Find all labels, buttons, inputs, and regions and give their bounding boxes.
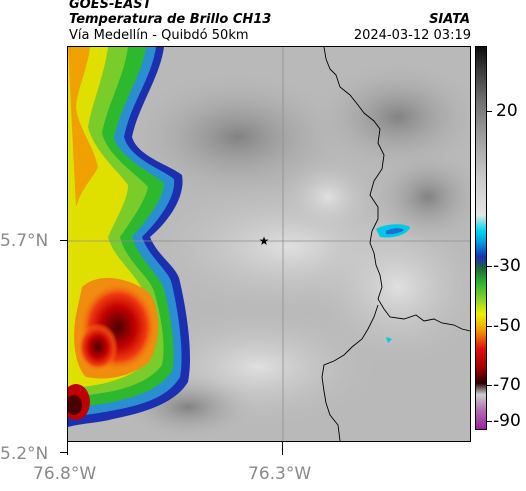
colorbar-label-m30: -30 (493, 256, 521, 276)
map-canvas: ★ (68, 47, 470, 441)
colorbar-label-m90: -90 (493, 411, 521, 431)
lon-label-76-3: 76.3°W (248, 464, 312, 484)
chart-title: Temperatura de Brillo CH13 (69, 12, 272, 27)
colorbar (475, 46, 487, 430)
cloud-texture (118, 57, 470, 441)
colorbar-label-m70: -70 (493, 375, 521, 395)
lat-label-5-7: 5.7°N (0, 231, 49, 251)
colorbar-label-20: 20 (496, 101, 518, 121)
lon-tick-76-3 (282, 441, 283, 455)
satellite-map[interactable]: ★ (67, 46, 471, 442)
cb-tick-m50 (487, 326, 492, 327)
star-icon: ★ (259, 234, 270, 248)
convective-cloud (68, 47, 191, 427)
department-borders (321, 47, 470, 441)
lat-tick-5-7 (60, 240, 67, 241)
product-name: GOES-EAST (69, 0, 152, 12)
lat-tick-5-2 (60, 452, 67, 453)
colorbar-label-m50: -50 (493, 316, 521, 336)
source-label: SIATA (429, 12, 470, 27)
datetime-label: 2024-03-12 03:19 (353, 28, 471, 43)
cb-tick-20 (487, 111, 492, 112)
lat-label-5-2: 5.2°N (0, 444, 49, 464)
cold-patches (376, 224, 410, 343)
route-subtitle: Vía Medellín - Quibdó 50km (69, 28, 249, 43)
cb-tick-m70 (487, 385, 492, 386)
lon-tick-76-8 (67, 441, 68, 455)
lon-label-76-8: 76.8°W (33, 464, 97, 484)
grid-lines (68, 47, 470, 441)
cb-tick-m90 (487, 421, 492, 422)
cb-tick-m30 (487, 266, 492, 267)
